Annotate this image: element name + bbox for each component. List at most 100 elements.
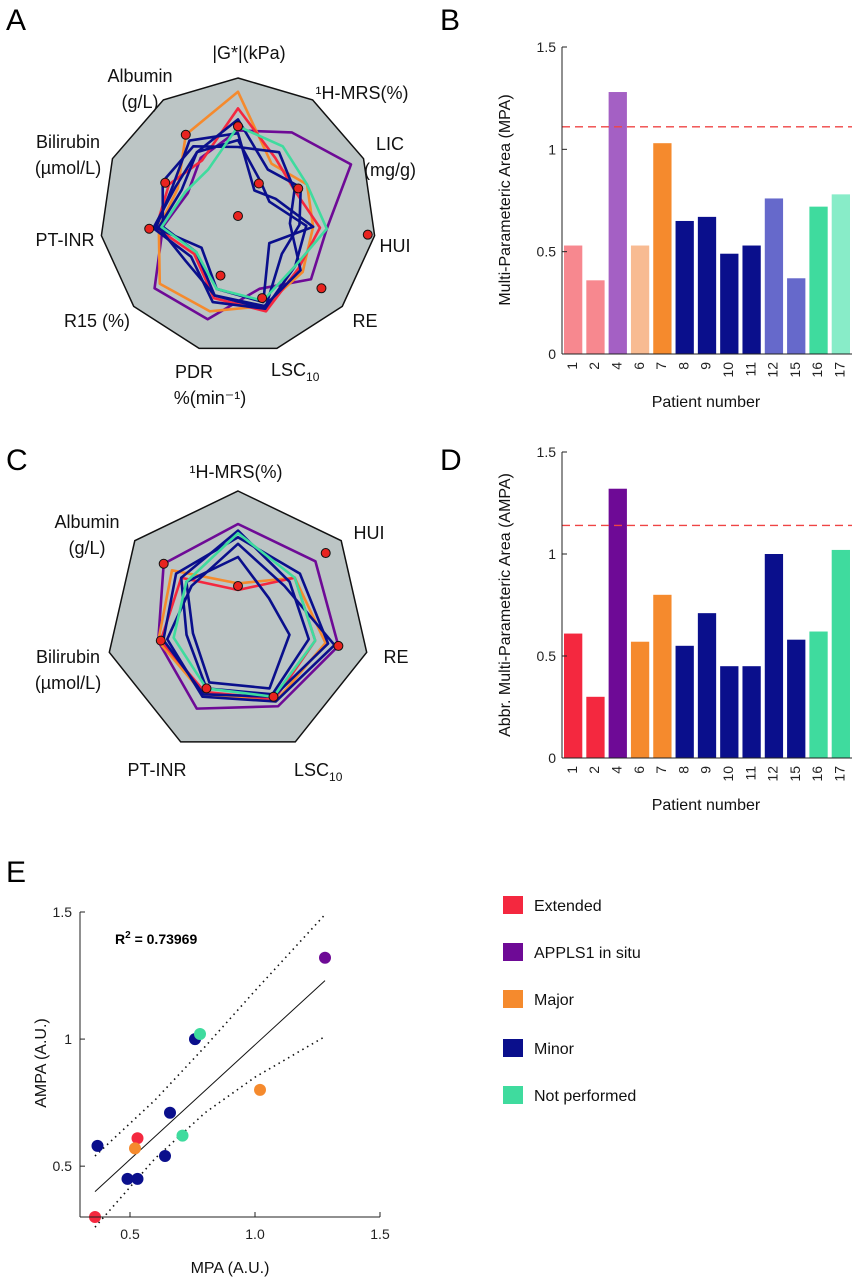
radar-c-reference-dot — [320, 548, 331, 559]
scatter-point-major — [129, 1142, 141, 1155]
bar-b-patient-16 — [809, 206, 828, 354]
bar-d-xtick: 4 — [608, 766, 624, 774]
bar-b-patient-6 — [630, 245, 650, 354]
radar-a-label-albumin: Albumin (g/L) — [107, 66, 172, 112]
bar-d-ytick-label: 0.5 — [537, 648, 557, 664]
bar-b-xtick: 8 — [675, 362, 691, 370]
bar-d-patient-7 — [653, 594, 672, 758]
radar-a-reference-dot — [233, 211, 243, 221]
scatter-ytick-label: 1.5 — [53, 904, 73, 920]
bar-d-ytick-label: 0 — [548, 750, 556, 766]
radar-c-reference-dot — [268, 691, 279, 702]
radar-a-label-bilirubin: Bilirubin (µmol/L) — [35, 132, 101, 178]
bar-b-xtick: 6 — [631, 362, 647, 370]
bar-d-patient-4 — [608, 488, 627, 758]
bar-b-patient-10 — [720, 253, 739, 354]
panel-letter-e: E — [6, 856, 26, 889]
scatter-r2-annotation: R2 = 0.73969 — [115, 930, 197, 947]
legend-label-appls1: APPLS1 in situ — [534, 945, 641, 962]
scatter-point-minor — [91, 1139, 104, 1152]
radar-a-reference-dot — [160, 177, 171, 188]
bar-b-patient-11 — [742, 245, 761, 354]
bar-d-patient-9 — [697, 613, 717, 758]
bar-d-patient-6 — [630, 641, 650, 758]
bar-b-patient-12 — [764, 198, 784, 354]
bar-d-xtick: 2 — [586, 766, 602, 774]
radar-a-reference-dot — [253, 178, 264, 189]
legend-swatch-minor — [503, 1039, 523, 1057]
radar-a-reference-dot — [316, 283, 327, 294]
bar-d-xtick: 16 — [809, 766, 825, 782]
legend-swatch-extended — [503, 896, 523, 914]
scatter-ytick-label: 1 — [64, 1031, 72, 1047]
radar-a-reference-dot — [215, 270, 226, 281]
radar-c-label-bilirubin: Bilirubin (µmol/L) — [35, 647, 101, 693]
radar-c-label-re: RE — [383, 647, 408, 667]
radar-chart-c: ¹H-MRS(%) HUI RE LSC10 PT-INR Bilirubin(… — [35, 462, 409, 784]
bar-d-xtick: 12 — [765, 766, 781, 782]
radar-a-label-pdr-unit: %(min⁻¹) — [174, 388, 247, 408]
bar-b-patient-8 — [675, 220, 694, 354]
bar-b-xtick: 7 — [653, 362, 669, 370]
scatter-point-minor — [121, 1172, 134, 1185]
bar-b-xtick: 1 — [564, 362, 580, 370]
legend-swatch-appls1 — [503, 943, 523, 961]
bar-b-ytick-label: 0.5 — [537, 244, 557, 260]
radar-c-label-albumin: Albumin (g/L) — [54, 512, 119, 558]
radar-a-label-mrs: ¹H-MRS(%) — [316, 83, 409, 103]
scatter-point-not_performed — [194, 1028, 206, 1040]
legend: Extended APPLS1 in situ Major Minor Not … — [503, 896, 641, 1105]
bar-b-ytick-label: 0 — [548, 346, 556, 362]
scatter-point-appls1 — [319, 951, 331, 964]
radar-a-reference-dot — [144, 223, 155, 234]
radar-c-reference-dot — [233, 581, 243, 592]
bar-b-patient-1 — [564, 245, 583, 354]
radar-c-profile-minor — [185, 555, 291, 690]
radar-c-profile-not_performed — [172, 531, 317, 699]
radar-c-label-mrs: ¹H-MRS(%) — [190, 462, 283, 482]
bar-b-xtick: 11 — [742, 362, 758, 377]
bar-b-ytick-label: 1.5 — [537, 39, 557, 55]
radar-a-label-r15: R15 (%) — [64, 311, 130, 331]
scatter-point-minor — [159, 1150, 171, 1162]
legend-label-extended: Extended — [534, 898, 602, 915]
bar-d-xtick: 17 — [832, 766, 848, 782]
bar-b-xtick: 16 — [809, 362, 825, 378]
scatter-ylabel: AMPA (A.U.) — [33, 1018, 50, 1108]
legend-swatch-not-performed — [503, 1086, 523, 1104]
bar-d-xtick: 9 — [698, 766, 714, 774]
bar-d-patient-8 — [675, 645, 694, 758]
scatter-xtick-label: 1.5 — [370, 1226, 390, 1242]
bar-b-patient-2 — [586, 280, 605, 354]
scatter-point-extended — [131, 1132, 144, 1145]
radar-a-profile-minor — [157, 118, 303, 310]
bar-b-patient-9 — [697, 216, 717, 354]
bar-b-xtick: 9 — [698, 362, 714, 370]
radar-c-reference-dot — [201, 683, 212, 694]
bar-d-xtick: 8 — [675, 766, 691, 774]
bar-d-xtick: 6 — [631, 766, 647, 774]
bar-b-xtick: 4 — [608, 362, 624, 370]
bar-d-ytick-label: 1.5 — [537, 444, 557, 460]
scatter-fit-line — [94, 980, 326, 1192]
bar-d-ylabel: Abbr. Multi-Parameteric Area (AMPA) — [497, 473, 514, 737]
radar-a-profiles — [152, 90, 353, 321]
radar-a-reference-dot — [180, 129, 191, 140]
scatter-point-major — [254, 1083, 266, 1096]
radar-c-profile-minor — [162, 535, 330, 699]
radar-a-label-re: RE — [352, 311, 377, 331]
bar-b-xtick: 17 — [832, 362, 848, 378]
bar-d-xtick: 1 — [564, 766, 580, 774]
scatter-chart-e: 0.5 1.0 1.5 0.5 1 1.5 R2 = 0.73969 MPA (A.U.)… — [33, 904, 390, 1277]
radar-a-label-hui: HUI — [380, 236, 411, 256]
bar-b-xtick: 15 — [787, 362, 803, 378]
bar-b-patient-17 — [831, 194, 850, 354]
scatter-ci-lower — [94, 1035, 326, 1228]
radar-a-label-gstar: |G*|(kPa) — [212, 43, 285, 63]
bar-d-xtick: 7 — [653, 766, 669, 774]
legend-label-major: Major — [534, 992, 575, 1009]
radar-a-reference-dot — [233, 121, 243, 132]
radar-c-dots — [155, 548, 344, 702]
